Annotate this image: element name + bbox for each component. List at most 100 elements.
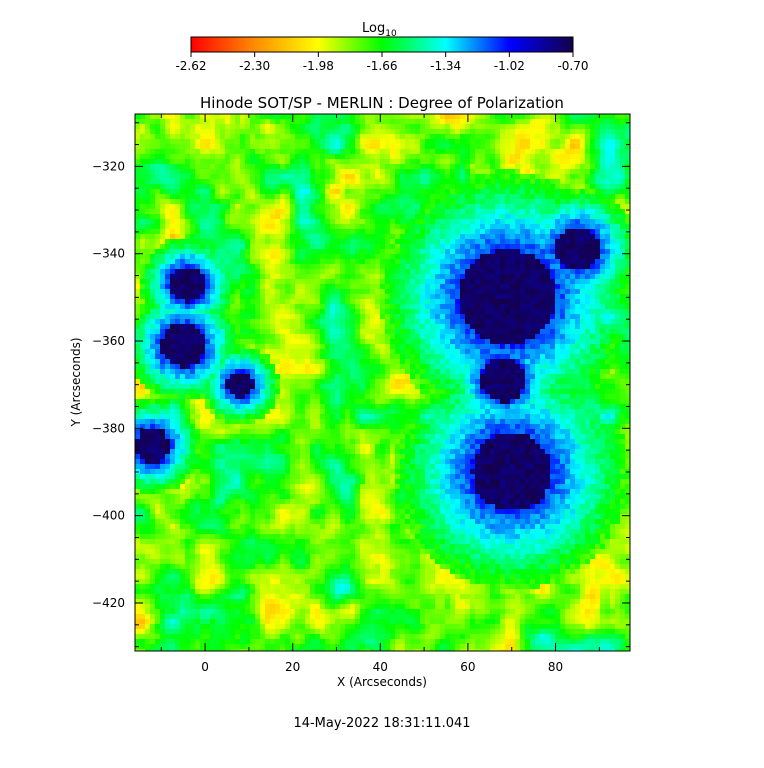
heatmap-cell: [450, 294, 456, 300]
heatmap-cell: [585, 219, 591, 225]
heatmap-cell: [375, 279, 381, 285]
heatmap-cell: [540, 274, 546, 280]
heatmap-cell: [275, 204, 281, 210]
heatmap-cell: [135, 289, 141, 295]
heatmap-cell: [590, 329, 596, 335]
heatmap-cell: [155, 224, 161, 230]
heatmap-cell: [165, 299, 171, 305]
heatmap-cell: [165, 254, 171, 260]
heatmap-cell: [135, 124, 141, 130]
heatmap-cell: [175, 129, 181, 135]
heatmap-cell: [340, 229, 346, 235]
heatmap-cell: [145, 304, 151, 310]
heatmap-cell: [240, 329, 246, 335]
heatmap-cell: [610, 279, 616, 285]
heatmap-cell: [560, 229, 566, 235]
heatmap-cell: [515, 189, 521, 195]
heatmap-cell: [155, 204, 161, 210]
heatmap-cell: [600, 344, 606, 350]
heatmap-cell: [380, 224, 386, 230]
heatmap-cell: [180, 199, 186, 205]
heatmap-cell: [200, 319, 206, 325]
heatmap-cell: [145, 254, 151, 260]
heatmap-cell: [285, 179, 291, 185]
heatmap-cell: [520, 289, 526, 295]
heatmap-cell: [250, 289, 256, 295]
heatmap-cell: [585, 179, 591, 185]
heatmap-cell: [625, 134, 630, 140]
heatmap-cell: [225, 189, 231, 195]
heatmap-cell: [225, 294, 231, 300]
heatmap-cell: [215, 119, 221, 125]
heatmap-cell: [335, 294, 341, 300]
heatmap-cell: [415, 354, 421, 360]
heatmap-cell: [320, 214, 326, 220]
heatmap-cell: [345, 284, 351, 290]
heatmap-cell: [500, 259, 506, 265]
heatmap-cell: [215, 339, 221, 345]
heatmap-cell: [140, 194, 146, 200]
heatmap-cell: [595, 279, 601, 285]
heatmap-cell: [595, 134, 601, 140]
heatmap-cell: [575, 349, 581, 355]
heatmap-cell: [575, 299, 581, 305]
heatmap-cell: [300, 219, 306, 225]
heatmap-cell: [390, 224, 396, 230]
heatmap-cell: [495, 264, 501, 270]
heatmap-cell: [200, 229, 206, 235]
heatmap-cell: [450, 239, 456, 245]
heatmap-cell: [410, 359, 416, 365]
heatmap-cell: [445, 124, 451, 130]
heatmap-cell: [490, 209, 496, 215]
heatmap-cell: [530, 209, 536, 215]
heatmap-cell: [140, 279, 146, 285]
heatmap-cell: [530, 214, 536, 220]
heatmap-cell: [615, 229, 621, 235]
heatmap-cell: [515, 279, 521, 285]
heatmap-cell: [390, 234, 396, 240]
heatmap-cell: [275, 134, 281, 140]
heatmap-cell: [495, 219, 501, 225]
heatmap-cell: [195, 154, 201, 160]
heatmap-cell: [345, 264, 351, 270]
heatmap-cell: [160, 274, 166, 280]
heatmap-cell: [440, 314, 446, 320]
heatmap-cell: [505, 174, 511, 180]
heatmap-cell: [480, 219, 486, 225]
heatmap-cell: [330, 129, 336, 135]
heatmap-cell: [310, 344, 316, 350]
heatmap-cell: [150, 284, 156, 290]
heatmap-cell: [505, 339, 511, 345]
heatmap-cell: [220, 169, 226, 175]
heatmap-cell: [535, 159, 541, 165]
heatmap-cell: [320, 154, 326, 160]
heatmap-cell: [190, 169, 196, 175]
heatmap-cell: [485, 174, 491, 180]
heatmap-cell: [275, 149, 281, 155]
heatmap-cell: [620, 299, 626, 305]
heatmap-cell: [430, 184, 436, 190]
heatmap-cell: [530, 124, 536, 130]
heatmap-cell: [250, 349, 256, 355]
heatmap-cell: [495, 279, 501, 285]
heatmap-cell: [135, 324, 141, 330]
heatmap-cell: [445, 114, 451, 120]
heatmap-cell: [360, 264, 366, 270]
heatmap-cell: [140, 124, 146, 130]
heatmap-cell: [535, 189, 541, 195]
heatmap-cell: [390, 179, 396, 185]
heatmap-cell: [175, 314, 181, 320]
heatmap-cell: [485, 329, 491, 335]
heatmap-cell: [540, 209, 546, 215]
heatmap-cell: [415, 359, 421, 365]
heatmap-cell: [505, 119, 511, 125]
heatmap-cell: [525, 274, 531, 280]
heatmap-cell: [605, 144, 611, 150]
heatmap-cell: [485, 309, 491, 315]
heatmap-cell: [415, 259, 421, 265]
heatmap-cell: [575, 119, 581, 125]
heatmap-cell: [375, 214, 381, 220]
heatmap-cell: [145, 279, 151, 285]
heatmap-cell: [485, 129, 491, 135]
heatmap-cell: [395, 324, 401, 330]
